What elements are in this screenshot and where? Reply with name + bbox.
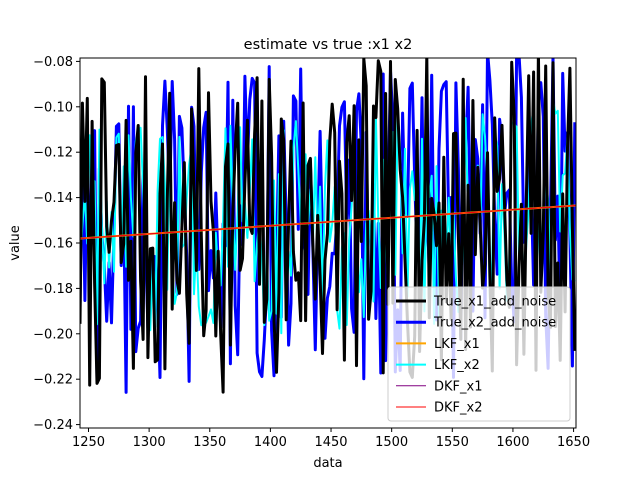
x-tick-label: 1650 [557,435,590,450]
y-tick-label: −0.14 [33,191,73,206]
series-layer [80,58,576,394]
legend-label: LKF_x1 [434,337,480,352]
x-axis: 1250 1300 1350 1400 1450 1500 1550 1600 1650 [72,428,590,450]
x-tick-label: 1550 [436,435,469,450]
x-tick-label: 1350 [193,435,226,450]
legend-label: DKF_x1 [434,379,482,394]
y-tick-label: −0.16 [33,237,73,252]
x-tick-label: 1500 [375,435,408,450]
x-axis-label: data [313,456,342,471]
series-line-true-x2-add-noise [80,58,576,394]
y-tick-label: −0.20 [33,327,73,342]
legend-label: LKF_x2 [434,358,480,373]
y-tick-label: −0.22 [33,373,73,388]
series-line-dkf-x2 [80,205,576,239]
y-axis: −0.24 −0.22 −0.20 −0.18 −0.16 −0.14 −0.12 −0.10… [33,55,80,433]
x-tick-label: 1300 [133,435,166,450]
y-tick-label: −0.12 [33,146,73,161]
y-tick-label: −0.08 [33,55,73,70]
legend: True_x1_add_noise True_x2_add_noise LKF_x1… [387,286,571,422]
legend-label: True_x1_add_noise [433,295,556,310]
legend-label: DKF_x2 [434,401,482,416]
x-tick-label: 1400 [254,435,287,450]
x-tick-label: 1450 [314,435,347,450]
y-tick-label: −0.10 [33,100,73,115]
x-tick-label: 1250 [72,435,105,450]
chart-title: estimate vs true :x1 x2 [244,37,413,53]
y-tick-label: −0.24 [33,418,73,433]
y-tick-label: −0.18 [33,282,73,297]
y-axis-label: value [8,225,23,261]
legend-box [387,286,571,422]
legend-label: True_x2_add_noise [433,316,556,331]
x-tick-label: 1600 [496,435,529,450]
